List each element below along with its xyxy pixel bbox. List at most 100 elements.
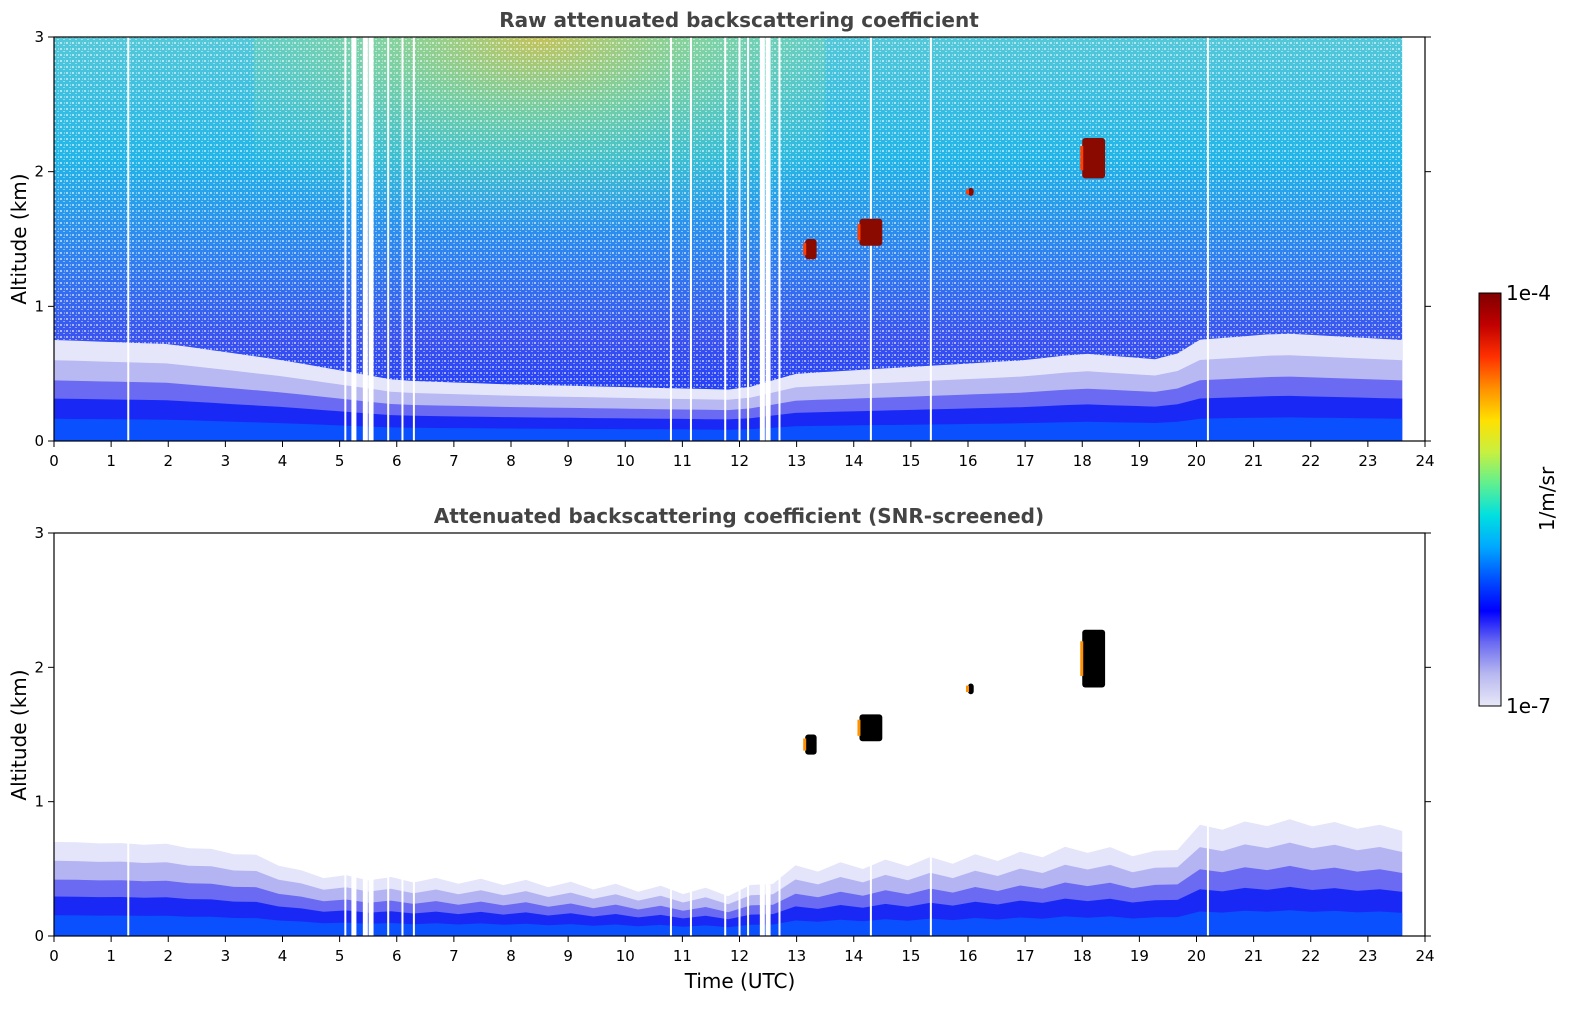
cloud-edge	[857, 224, 861, 241]
missing-data-gap	[689, 533, 692, 936]
x-tick-label: 10	[616, 452, 635, 470]
x-tick-label: 1	[106, 452, 116, 470]
x-tick-label: 19	[1130, 452, 1149, 470]
x-tick-label: 6	[392, 947, 402, 965]
cloud-feature	[1082, 629, 1106, 688]
x-tick-label: 21	[1244, 947, 1263, 965]
x-tick-label: 9	[563, 947, 573, 965]
x-tick-label: 12	[730, 947, 749, 965]
missing-data-gap	[738, 533, 741, 936]
x-tick-label: 3	[221, 947, 231, 965]
x-tick-label: 12	[730, 452, 749, 470]
x-tick-label: 13	[787, 947, 806, 965]
x-tick-label: 5	[335, 452, 345, 470]
y-tick-label: 1	[34, 793, 44, 811]
cloud-feature	[859, 714, 883, 742]
missing-data-gap	[412, 533, 415, 936]
missing-data-gap	[368, 37, 374, 441]
x-tick-label: 4	[278, 947, 288, 965]
x-tick-label: 15	[901, 452, 920, 470]
raw-heatmap	[54, 37, 1403, 441]
screened-y-axis: 0 1 2 3	[34, 524, 1431, 945]
missing-data-gap	[351, 533, 357, 936]
screened-heatmap	[54, 533, 1403, 936]
missing-data-gap	[724, 37, 727, 441]
screened-x-axis: 0 1 2 3 4 5 6 7 8 9 10 11 12 13 14 15 16 17 18 19 20 21 22 23 24	[49, 936, 1435, 965]
x-tick-label: 14	[844, 452, 863, 470]
x-tick-label: 17	[1016, 452, 1035, 470]
cloud-feature	[805, 239, 817, 260]
x-tick-label: 1	[106, 947, 116, 965]
y-tick-label: 3	[34, 28, 44, 46]
x-tick-label: 23	[1358, 947, 1377, 965]
x-tick-label: 15	[901, 947, 920, 965]
x-tick-label: 9	[563, 452, 573, 470]
screened-panel-title: Attenuated backscattering coefficient (S…	[434, 504, 1044, 528]
x-tick-label: 22	[1301, 947, 1320, 965]
missing-data-gap	[387, 533, 390, 936]
missing-data-gap	[401, 37, 404, 441]
colorbar-unit-label: 1/m/sr	[1535, 466, 1559, 531]
cloud-edge	[857, 719, 861, 736]
x-tick-label: 24	[1415, 947, 1434, 965]
missing-data-gap	[759, 37, 765, 441]
missing-data-gap	[344, 533, 347, 936]
x-tick-label: 16	[958, 947, 977, 965]
x-tick-label: 17	[1016, 947, 1035, 965]
missing-data-gap	[362, 37, 368, 441]
y-tick-label: 2	[34, 658, 44, 676]
x-tick-label: 7	[449, 947, 459, 965]
missing-data-gap	[1206, 37, 1209, 441]
x-tick-label: 13	[787, 452, 806, 470]
colorbar-max-label: 1e-4	[1506, 281, 1551, 305]
cloud-feature	[859, 218, 883, 246]
cloud-edge	[803, 738, 807, 751]
raw-aerosol-layer-surface	[54, 417, 1403, 441]
colorbar-gradient	[1478, 292, 1502, 707]
y-tick-label: 3	[34, 524, 44, 542]
x-tick-label: 8	[506, 452, 516, 470]
x-tick-label: 2	[163, 452, 173, 470]
y-tick-label: 2	[34, 163, 44, 181]
cloud-edge	[966, 685, 969, 693]
missing-data-gap	[778, 533, 781, 936]
raw-y-axis: 0 1 2 3	[34, 28, 1431, 450]
colorbar-min-label: 1e-7	[1506, 694, 1551, 718]
x-tick-label: 2	[163, 947, 173, 965]
x-tick-label: 20	[1187, 947, 1206, 965]
missing-data-gap	[669, 533, 672, 936]
missing-data-gap	[929, 533, 932, 936]
raw-y-axis-label: Altitude (km)	[7, 173, 31, 304]
y-tick-label: 0	[34, 927, 44, 945]
x-tick-label: 10	[616, 947, 635, 965]
missing-data-gap	[747, 37, 750, 441]
missing-data-gap	[1206, 533, 1209, 936]
missing-data-gap	[412, 37, 415, 441]
missing-data-gap	[765, 37, 771, 441]
x-tick-label: 14	[844, 947, 863, 965]
missing-data-gap	[127, 37, 130, 441]
missing-data-gap	[747, 533, 750, 936]
missing-data-gap	[351, 37, 357, 441]
x-tick-label: 8	[506, 947, 516, 965]
missing-data-gap	[724, 533, 727, 936]
missing-data-gap	[127, 533, 130, 936]
y-tick-label: 0	[34, 432, 44, 450]
missing-data-gap	[738, 37, 741, 441]
screened-y-axis-label: Altitude (km)	[7, 669, 31, 800]
x-tick-label: 0	[49, 947, 59, 965]
missing-data-gap	[689, 37, 692, 441]
cloud-feature	[968, 187, 974, 196]
x-tick-label: 5	[335, 947, 345, 965]
x-tick-label: 24	[1415, 452, 1434, 470]
missing-data-gap	[765, 533, 771, 936]
x-tick-label: 20	[1187, 452, 1206, 470]
cloud-edge	[966, 189, 969, 195]
x-tick-label: 18	[1073, 947, 1092, 965]
x-tick-label: 4	[278, 452, 288, 470]
x-tick-label: 6	[392, 452, 402, 470]
x-tick-label: 0	[49, 452, 59, 470]
missing-data-gap	[759, 533, 765, 936]
x-tick-label: 7	[449, 452, 459, 470]
